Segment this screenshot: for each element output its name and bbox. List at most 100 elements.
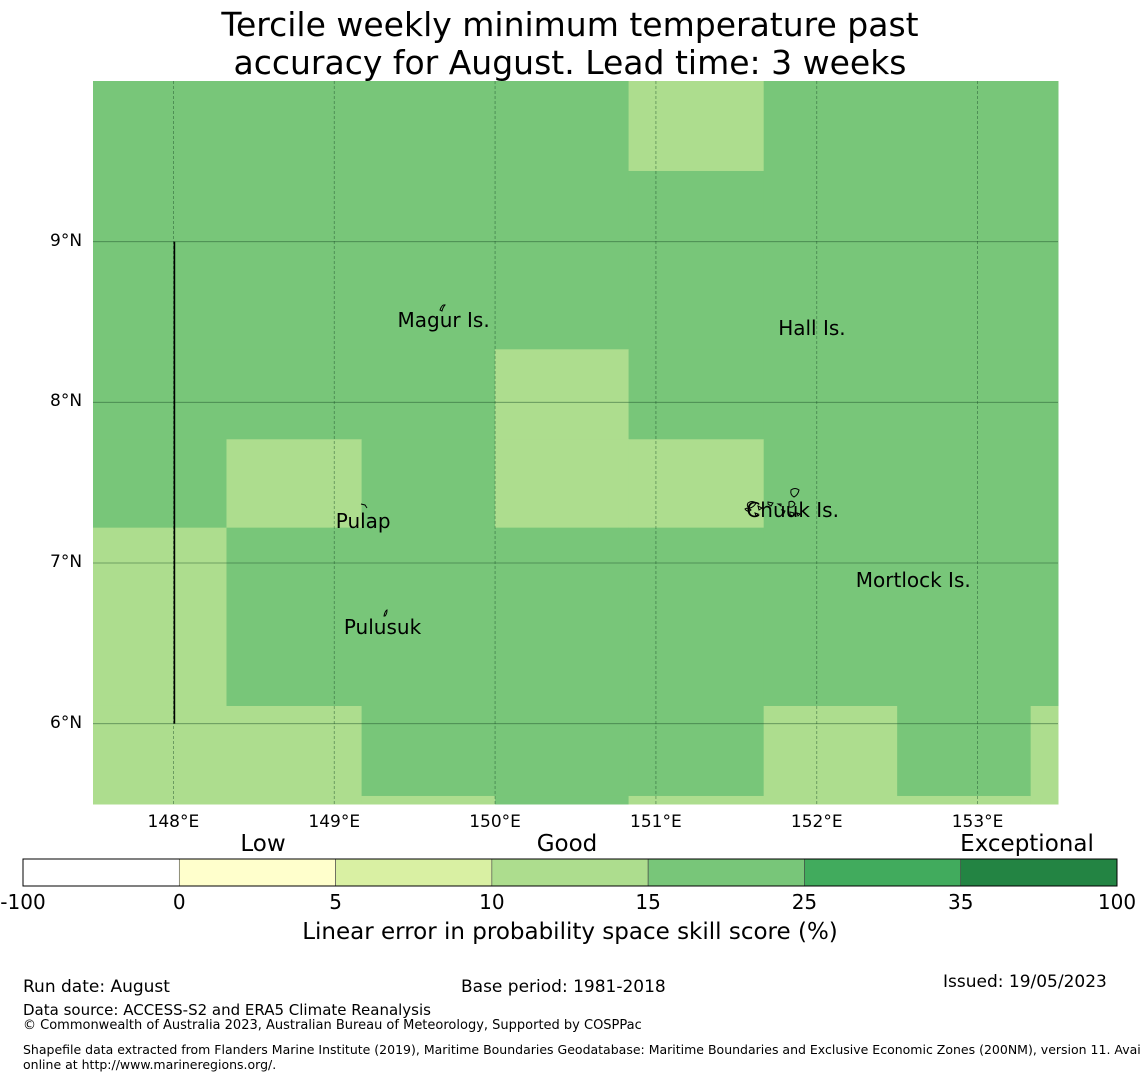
colorbar-segment bbox=[960, 858, 1118, 887]
grid-cell bbox=[1030, 795, 1059, 805]
colorbar-tick-label: 5 bbox=[329, 890, 342, 914]
grid-cell bbox=[897, 527, 1032, 707]
longitude-label: 151°E bbox=[630, 812, 682, 832]
grid-cell bbox=[1030, 439, 1059, 529]
data-source: Data source: ACCESS-S2 and ERA5 Climate … bbox=[23, 1001, 431, 1019]
map-title: Tercile weekly minimum temperature past … bbox=[0, 6, 1140, 82]
run-date: Run date: August bbox=[23, 977, 170, 997]
island-label: Chuuk Is. bbox=[746, 497, 839, 522]
map-features bbox=[360, 304, 801, 617]
grid-cell bbox=[628, 439, 765, 529]
colorbar-segment bbox=[22, 858, 180, 887]
grid-cell bbox=[495, 439, 630, 529]
colorbar-segment bbox=[491, 858, 649, 887]
grid-cell bbox=[763, 349, 898, 440]
grid-cell bbox=[897, 349, 1032, 440]
longitude-label: 148°E bbox=[147, 812, 200, 832]
category-low: Low bbox=[240, 831, 286, 857]
grid-cell bbox=[763, 439, 898, 529]
category-good: Good bbox=[536, 831, 598, 857]
grid-cell bbox=[226, 527, 363, 707]
grid-cell bbox=[495, 170, 630, 350]
colorbar-tick-label: 0 bbox=[172, 890, 186, 914]
longitude-label: 149°E bbox=[308, 812, 361, 832]
grid-cell bbox=[628, 81, 765, 172]
latitude-label: 9°N bbox=[50, 230, 83, 251]
colorbar-tick-label: 100 bbox=[1097, 890, 1137, 914]
grid-cell bbox=[628, 349, 765, 440]
pulusuk-island-outline bbox=[383, 609, 388, 617]
pulap-island-outline bbox=[360, 503, 368, 509]
grid-cell bbox=[93, 349, 227, 440]
grid-cell bbox=[897, 795, 1032, 805]
grid-cell bbox=[897, 705, 1032, 797]
magur-island-outline bbox=[439, 304, 446, 312]
colorbar-tick-label: -100 bbox=[0, 890, 46, 914]
colorbar-title: Linear error in probability space skill … bbox=[302, 919, 838, 945]
grid-cell bbox=[361, 705, 496, 797]
colorbar-segment bbox=[335, 858, 493, 887]
grid-cell bbox=[628, 705, 765, 797]
colorbar-tick-label: 35 bbox=[947, 890, 974, 914]
grid-cell bbox=[226, 439, 363, 529]
latitude-label: 6°N bbox=[50, 712, 83, 733]
grid-cell bbox=[226, 170, 363, 350]
grid-cell bbox=[628, 795, 765, 805]
grid-cell bbox=[361, 170, 496, 350]
grid-cell bbox=[763, 527, 898, 707]
colorbar-segments bbox=[22, 858, 1118, 887]
island-label: Pulap bbox=[335, 508, 391, 533]
grid-cell bbox=[897, 81, 1032, 172]
longitude-label: 150°E bbox=[469, 812, 521, 832]
base-period: Base period: 1981-2018 bbox=[461, 977, 666, 997]
title-line-2: accuracy for August. Lead time: 3 weeks bbox=[233, 43, 907, 82]
grid-cell bbox=[1030, 170, 1059, 350]
latitude-label: 8°N bbox=[50, 391, 83, 412]
grid-cell bbox=[361, 795, 496, 805]
island-label: Pulusuk bbox=[343, 614, 422, 639]
grid-cell bbox=[361, 81, 496, 172]
colorbar-tick-label: 25 bbox=[791, 890, 818, 914]
grid-cell bbox=[1030, 705, 1059, 797]
grid-cell bbox=[226, 81, 363, 172]
grid-cell bbox=[226, 705, 363, 797]
grid-cell bbox=[763, 795, 898, 805]
category-exceptional: Exceptional bbox=[960, 831, 1094, 857]
grid-cell bbox=[93, 439, 227, 529]
shapefile-credit-line-1: Shapefile data extracted from Flanders M… bbox=[23, 1042, 1140, 1057]
grid-cell bbox=[495, 81, 630, 172]
grid-cell bbox=[897, 439, 1032, 529]
title-line-1: Tercile weekly minimum temperature past bbox=[221, 5, 919, 44]
graticule bbox=[93, 81, 1058, 804]
grid-cell bbox=[1030, 527, 1059, 707]
grid-cell bbox=[628, 527, 765, 707]
colorbar-segment bbox=[804, 858, 962, 887]
colorbar-frame bbox=[22, 858, 1118, 887]
island-label: Hall Is. bbox=[778, 315, 846, 340]
island-label: Magur Is. bbox=[397, 307, 490, 332]
colorbar-segment bbox=[178, 858, 336, 887]
grid-cell bbox=[361, 349, 496, 440]
island-label: Mortlock Is. bbox=[855, 568, 971, 593]
grid-cell bbox=[1030, 349, 1059, 440]
colorbar-tick-label: 10 bbox=[479, 890, 505, 914]
issued-date: Issued: 19/05/2023 bbox=[943, 972, 1107, 992]
colorbar-segment bbox=[647, 858, 805, 887]
grid-cell bbox=[361, 527, 496, 707]
grid-cell bbox=[763, 81, 898, 172]
latitude-label: 7°N bbox=[50, 552, 83, 572]
grid-cell bbox=[93, 170, 227, 350]
grid-cell bbox=[628, 170, 765, 350]
grid-cell bbox=[763, 170, 898, 350]
grid-cell bbox=[495, 705, 630, 797]
chuuk-islands-outline bbox=[744, 488, 801, 517]
grid-cell bbox=[93, 81, 227, 172]
grid-cell bbox=[1030, 81, 1059, 172]
grid-cell bbox=[495, 527, 630, 707]
colorbar-tick-label: 15 bbox=[635, 890, 661, 914]
grid-cell bbox=[93, 795, 227, 805]
grid-cell bbox=[763, 705, 898, 797]
grid-cell bbox=[226, 349, 363, 440]
grid-cell bbox=[361, 439, 496, 529]
